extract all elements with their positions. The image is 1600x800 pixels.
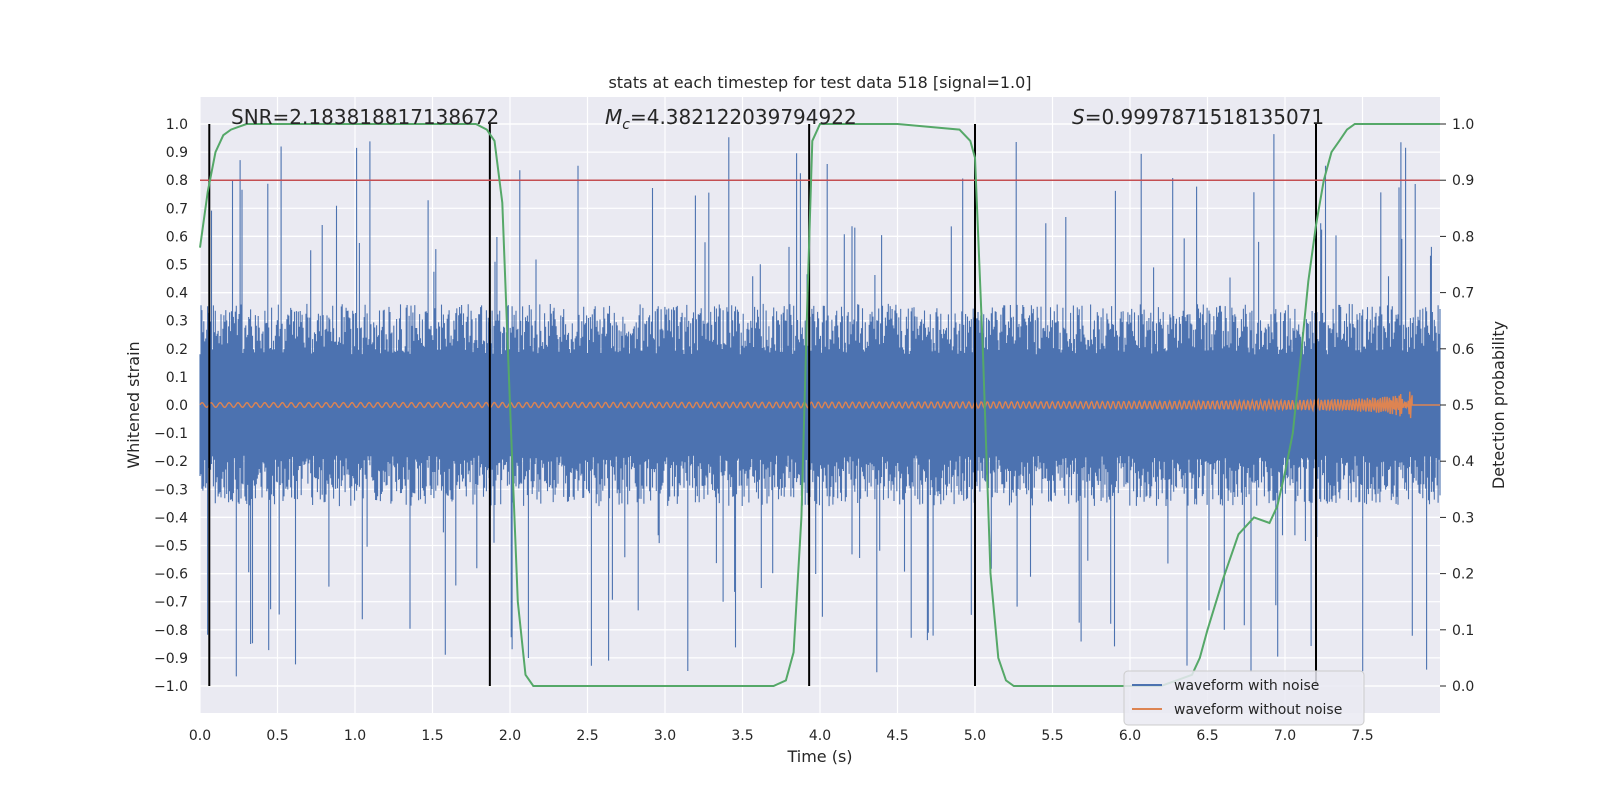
y-tick-label-left: −0.3 [154, 482, 188, 498]
y-tick-label-left: 0.0 [166, 398, 188, 414]
legend: waveform with noise waveform without noi… [1123, 670, 1365, 726]
y-tick-label-right: 0.1 [1452, 623, 1474, 639]
s-symbol: S [1072, 105, 1085, 129]
y-tick-label-left: −0.1 [154, 426, 188, 442]
mc-subscript: c [622, 117, 630, 133]
snr-annotation: SNR=2.183818817138672 [231, 105, 499, 129]
y-tick-label-left: 0.6 [166, 229, 188, 245]
y-tick-label-left: 0.4 [166, 286, 188, 302]
y-tick-label-right: 0.6 [1452, 342, 1474, 358]
x-tick-label: 1.0 [344, 728, 366, 744]
y-tick-label-right: 0.5 [1452, 398, 1474, 414]
y-tick-label-left: −0.8 [154, 623, 188, 639]
x-tick-label: 7.0 [1274, 728, 1296, 744]
probability-trace [199, 123, 1440, 687]
tick-labels: 0.0 0.5 1.0 1.5 2.0 2.5 3.0 3.5 4.0 4.5 5.0 5.5 6.0 6… [154, 117, 1474, 744]
mc-annotation: Mc=4.382122039794922 [605, 105, 857, 133]
y-tick-label-left: 0.8 [166, 173, 188, 189]
x-tick-label: 4.0 [809, 728, 831, 744]
x-tick-label: 6.0 [1119, 728, 1141, 744]
y-tick-label-right: 0.7 [1452, 286, 1474, 302]
x-axis-label: Time (s) [786, 747, 852, 766]
x-tick-label: 0.5 [266, 728, 288, 744]
y-tick-label-left: 0.1 [166, 370, 188, 386]
detection-probability-series [199, 123, 1440, 687]
y-tick-label-right: 0.9 [1452, 173, 1474, 189]
chart-title: stats at each timestep for test data 518… [608, 73, 1031, 92]
s-value: =0.9997871518135071 [1085, 105, 1324, 129]
x-tick-label: 6.5 [1196, 728, 1218, 744]
y-tick-label-right: 0.0 [1452, 679, 1474, 695]
x-tick-label: 2.0 [499, 728, 521, 744]
y-tick-label-left: −0.7 [154, 595, 188, 611]
x-tick-label: 4.5 [886, 728, 908, 744]
y-axis-label-left: Whitened strain [124, 341, 143, 468]
waveform-with-noise-series [199, 134, 1441, 677]
noise-trace [199, 134, 1441, 677]
x-tick-label: 5.5 [1041, 728, 1063, 744]
x-tick-label: 3.5 [731, 728, 753, 744]
y-tick-label-left: −0.6 [154, 567, 188, 583]
legend-box [1123, 670, 1365, 726]
x-tick-label: 1.5 [421, 728, 443, 744]
vertical-markers [208, 124, 1317, 686]
x-tick-label: 0.0 [189, 728, 211, 744]
y-tick-label-left: −0.4 [154, 510, 188, 526]
y-tick-label-left: 0.2 [166, 342, 188, 358]
clean-trace [199, 391, 1440, 419]
y-tick-label-left: −0.5 [154, 539, 188, 555]
mc-symbol: M [605, 105, 622, 129]
x-tick-label: 3.0 [654, 728, 676, 744]
y-tick-label-right: 0.3 [1452, 510, 1474, 526]
x-tick-label: 2.5 [576, 728, 598, 744]
y-tick-label-left: 0.5 [166, 258, 188, 274]
y-tick-label-left: 0.9 [166, 145, 188, 161]
y-tick-label-left: 0.7 [166, 201, 188, 217]
y-tick-label-right: 0.2 [1452, 567, 1474, 583]
y-tick-label-left: 1.0 [166, 117, 188, 133]
y-tick-label-left: −0.2 [154, 454, 188, 470]
s-annotation: S=0.9997871518135071 [1072, 105, 1324, 129]
x-tick-label: 7.5 [1351, 728, 1373, 744]
waveform-without-noise-series [199, 391, 1440, 419]
mc-value: =4.382122039794922 [630, 105, 857, 129]
y-tick-label-left: 0.3 [166, 314, 188, 330]
y-tick-label-right: 0.8 [1452, 229, 1474, 245]
y-tick-label-left: −0.9 [154, 651, 188, 667]
x-tick-label: 5.0 [964, 728, 986, 744]
legend-label-noise: waveform with noise [1174, 678, 1319, 694]
y-tick-label-right: 1.0 [1452, 117, 1474, 133]
legend-label-clean: waveform without noise [1174, 702, 1342, 718]
y-tick-label-left: −1.0 [154, 679, 188, 695]
y-tick-label-right: 0.4 [1452, 454, 1474, 470]
y-axis-label-right: Detection probability [1489, 321, 1508, 489]
